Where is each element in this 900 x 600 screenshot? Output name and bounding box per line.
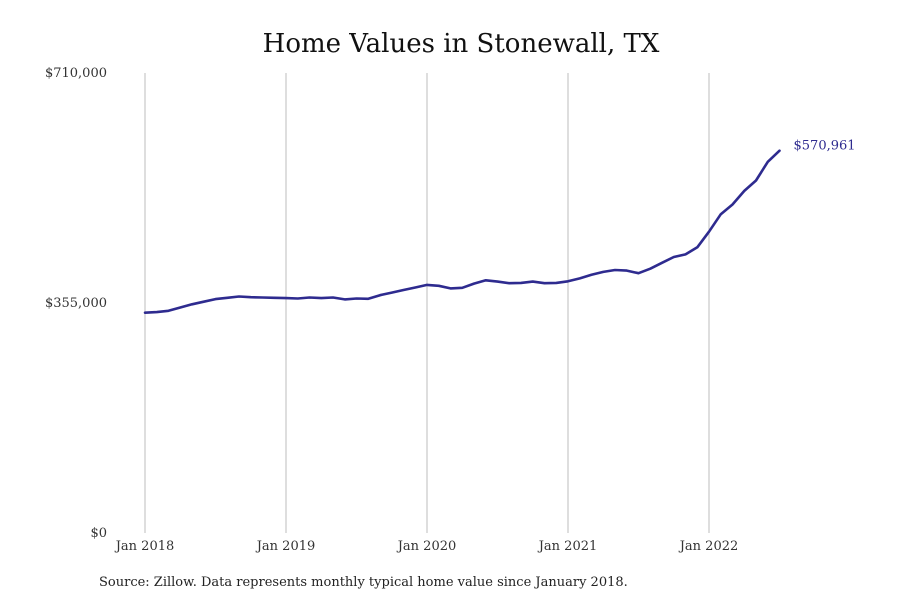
x-tick-label-2: Jan 2020 — [396, 539, 457, 554]
x-tick-label-4: Jan 2022 — [678, 539, 739, 554]
y-axis-tick-labels: $0 $355,000 $710,000 — [45, 66, 107, 541]
x-axis-tick-labels: Jan 2018 Jan 2019 Jan 2020 Jan 2021 Jan 2022 — [114, 539, 739, 554]
series-line — [143, 149, 781, 314]
vertical-gridlines — [144, 73, 710, 533]
x-tick-label-3: Jan 2021 — [537, 539, 598, 554]
source-note: Source: Zillow. Data represents monthly … — [99, 575, 628, 590]
end-value-label: $570,961 — [794, 139, 856, 154]
x-tick-label-1: Jan 2019 — [255, 539, 316, 554]
y-tick-label-0: $0 — [90, 526, 107, 541]
chart-title: Home Values in Stonewall, TX — [263, 29, 660, 59]
y-tick-label-1: $355,000 — [45, 296, 107, 311]
y-tick-label-2: $710,000 — [45, 66, 107, 81]
x-tick-label-0: Jan 2018 — [114, 539, 175, 554]
